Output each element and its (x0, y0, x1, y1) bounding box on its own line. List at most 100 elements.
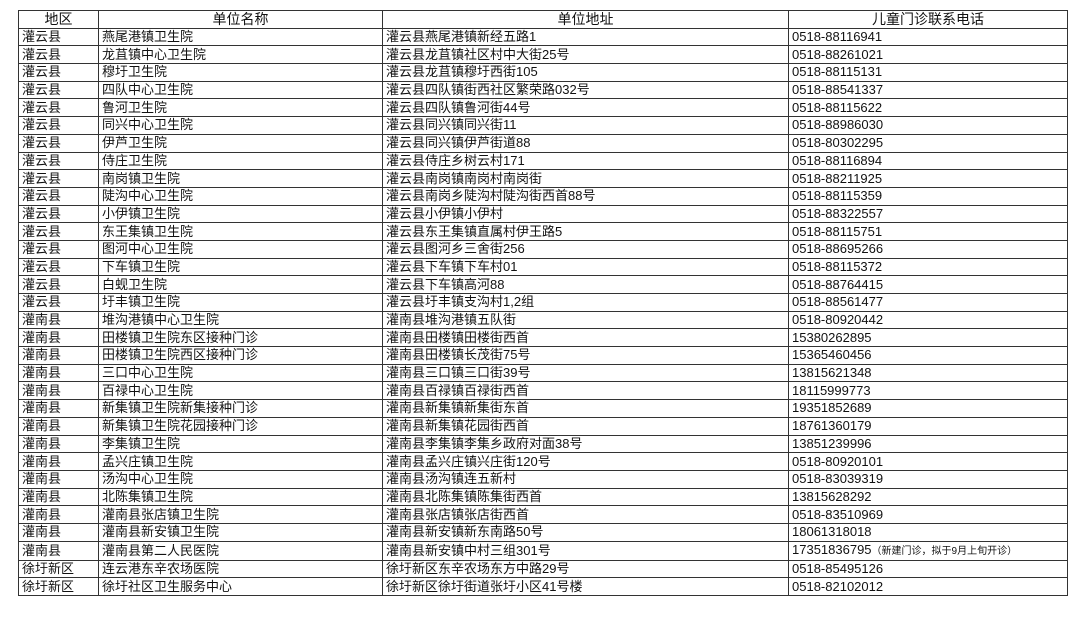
cell-address: 灌南县新集镇新集街东首 (382, 399, 789, 418)
cell-region: 徐圩新区 (18, 577, 99, 596)
cell-name: 燕尾港镇卫生院 (98, 27, 383, 47)
cell-address: 徐圩新区东辛农场东方中路29号 (382, 559, 789, 579)
table-row: 徐圩新区 连云港东辛农场医院 徐圩新区东辛农场东方中路29号 0518-8549512… (18, 559, 1068, 579)
cell-address-text: 灌云县小伊镇小伊村 (386, 205, 504, 221)
cell-name-text: 南岗镇卫生院 (102, 170, 181, 186)
cell-address-text: 灌云县南岗镇南岗村南岗街 (386, 170, 543, 186)
cell-phone-text: 0518-80302295 (792, 135, 884, 151)
cell-region-text: 灌南县 (22, 471, 62, 487)
cell-name-text: 李集镇卫生院 (102, 435, 181, 451)
cell-phone-text: 13815628292 (792, 488, 872, 504)
clinic-table: 地区 单位名称 单位地址 儿童门诊联系电话 灌云县 燕尾港镇卫生院 灌云县燕尾港镇新… (18, 10, 1068, 596)
cell-name-text: 灌南县第二人民医院 (102, 542, 220, 558)
table-row: 灌南县 汤沟中心卫生院 灌南县汤沟镇连五新村 0518-83039319 (18, 469, 1068, 489)
cell-region-text: 灌云县 (22, 64, 62, 80)
cell-phone: 13815621348 (788, 363, 1068, 383)
cell-phone-text: 0518-83039319 (792, 471, 884, 487)
cell-phone: 13815628292 (788, 487, 1068, 507)
cell-region-text: 灌云县 (22, 241, 62, 257)
header-row: 地区 单位名称 单位地址 儿童门诊联系电话 (18, 10, 1068, 29)
cell-phone: 15365460456 (788, 346, 1068, 365)
cell-region: 灌南县 (18, 416, 99, 436)
cell-name-text: 新集镇卫生院花园接种门诊 (102, 418, 259, 434)
cell-address-text: 灌南县新集镇新集街东首 (386, 400, 530, 416)
cell-region: 灌云县 (18, 27, 99, 47)
cell-name-text: 白蚬卫生院 (102, 276, 168, 292)
cell-name: 灌南县张店镇卫生院 (98, 505, 383, 524)
cell-address: 灌南县百禄镇百禄街西首 (382, 381, 789, 401)
table-row: 灌云县 下车镇卫生院 灌云县下车镇下车村01 0518-88115372 (18, 257, 1068, 277)
cell-address-text: 灌云县下车镇下车村01 (386, 258, 518, 274)
cell-name: 同兴中心卫生院 (98, 116, 383, 135)
cell-region-text: 徐圩新区 (22, 560, 75, 576)
cell-phone: 0518-88115751 (788, 222, 1068, 241)
cell-phone-text: 0518-88116941 (792, 29, 883, 45)
cell-region-text: 灌云县 (22, 82, 62, 98)
cell-region-text: 灌南县 (22, 488, 62, 504)
cell-phone: 0518-88561477 (788, 293, 1068, 312)
cell-phone-text: 15380262895 (792, 329, 872, 345)
cell-address: 灌南县新安镇新东南路50号 (382, 522, 789, 542)
header-address: 单位地址 (382, 10, 789, 29)
cell-name: 新集镇卫生院花园接种门诊 (98, 416, 383, 436)
table-row: 灌云县 图河中心卫生院 灌云县图河乡三舍街256 0518-88695266 (18, 239, 1068, 259)
cell-phone: 15380262895 (788, 328, 1068, 348)
cell-name-text: 汤沟中心卫生院 (102, 471, 194, 487)
cell-region-text: 灌南县 (22, 453, 62, 469)
cell-address: 灌云县侍庄乡树云村171 (382, 151, 789, 171)
cell-name: 堆沟港镇中心卫生院 (98, 310, 383, 330)
table-row: 灌云县 龙苴镇中心卫生院 灌云县龙苴镇社区村中大街25号 0518-88261021 (18, 45, 1068, 65)
cell-region: 灌南县 (18, 346, 99, 365)
table-row: 灌云县 圩丰镇卫生院 灌云县圩丰镇支沟村1,2组 0518-88561477 (18, 293, 1068, 312)
table-body: 灌云县 燕尾港镇卫生院 灌云县燕尾港镇新经五路1 0518-88116941 灌云县 龙苴… (18, 27, 1068, 596)
cell-address: 灌南县堆沟港镇五队街 (382, 310, 789, 330)
cell-name: 图河中心卫生院 (98, 239, 383, 259)
cell-name: 灌南县第二人民医院 (98, 540, 383, 561)
cell-address-text: 灌云县图河乡三舍街256 (386, 241, 525, 257)
cell-address-text: 灌云县同兴镇同兴街11 (386, 117, 517, 133)
cell-region-text: 灌云县 (22, 117, 62, 133)
cell-region: 灌南县 (18, 522, 99, 542)
cell-name: 陡沟中心卫生院 (98, 186, 383, 206)
cell-address: 灌云县圩丰镇支沟村1,2组 (382, 293, 789, 312)
cell-name: 南岗镇卫生院 (98, 169, 383, 188)
table-row: 灌云县 东王集镇卫生院 灌云县东王集镇直属村伊王路5 0518-88115751 (18, 222, 1068, 241)
cell-address-text: 灌南县堆沟港镇五队街 (386, 312, 517, 328)
cell-address: 灌南县新安镇中村三组301号 (382, 540, 789, 561)
table-row: 灌云县 小伊镇卫生院 灌云县小伊镇小伊村 0518-88322557 (18, 204, 1068, 224)
cell-phone-text: 0518-88115359 (792, 188, 883, 204)
cell-phone: 0518-80920442 (788, 310, 1068, 330)
cell-address-text: 徐圩新区东辛农场东方中路29号 (386, 560, 570, 576)
table-row: 灌南县 田楼镇卫生院西区接种门诊 灌南县田楼镇长茂街75号 15365460456 (18, 346, 1068, 365)
cell-region-text: 灌南县 (22, 329, 62, 345)
cell-phone: 0518-83510969 (788, 505, 1068, 524)
cell-phone-text: 13851239996 (792, 435, 872, 451)
cell-address: 灌云县四队镇街西社区繁荣路032号 (382, 80, 789, 100)
cell-address-text: 灌南县田楼镇长茂街75号 (386, 347, 531, 363)
cell-region-text: 灌南县 (22, 418, 62, 434)
cell-region: 灌云县 (18, 169, 99, 188)
cell-region: 灌云县 (18, 222, 99, 241)
cell-region: 灌云县 (18, 275, 99, 294)
cell-phone-text: 0518-88115751 (792, 223, 883, 239)
cell-phone: 0518-88116894 (788, 151, 1068, 171)
cell-region: 灌云县 (18, 116, 99, 135)
cell-region: 灌云县 (18, 239, 99, 259)
cell-region: 灌南县 (18, 452, 99, 471)
cell-phone: 19351852689 (788, 399, 1068, 418)
table-row: 灌南县 新集镇卫生院新集接种门诊 灌南县新集镇新集街东首 19351852689 (18, 399, 1068, 418)
table-row: 灌云县 燕尾港镇卫生院 灌云县燕尾港镇新经五路1 0518-88116941 (18, 27, 1068, 47)
table-row: 灌南县 百禄中心卫生院 灌南县百禄镇百禄街西首 18115999773 (18, 381, 1068, 401)
cell-address: 灌云县下车镇下车村01 (382, 257, 789, 277)
cell-region: 灌云县 (18, 257, 99, 277)
cell-region-text: 灌云县 (22, 99, 62, 115)
cell-region-text: 灌南县 (22, 506, 62, 522)
cell-address: 灌南县张店镇张店街西首 (382, 505, 789, 524)
cell-name: 孟兴庄镇卫生院 (98, 452, 383, 471)
cell-region-text: 灌南县 (22, 365, 62, 381)
cell-phone: 0518-88261021 (788, 45, 1068, 65)
cell-address: 灌云县龙苴镇穆圩西街105 (382, 63, 789, 82)
cell-name-text: 图河中心卫生院 (102, 241, 194, 257)
cell-region-text: 灌南县 (22, 347, 62, 363)
cell-phone-text: 0518-80920442 (792, 312, 884, 328)
